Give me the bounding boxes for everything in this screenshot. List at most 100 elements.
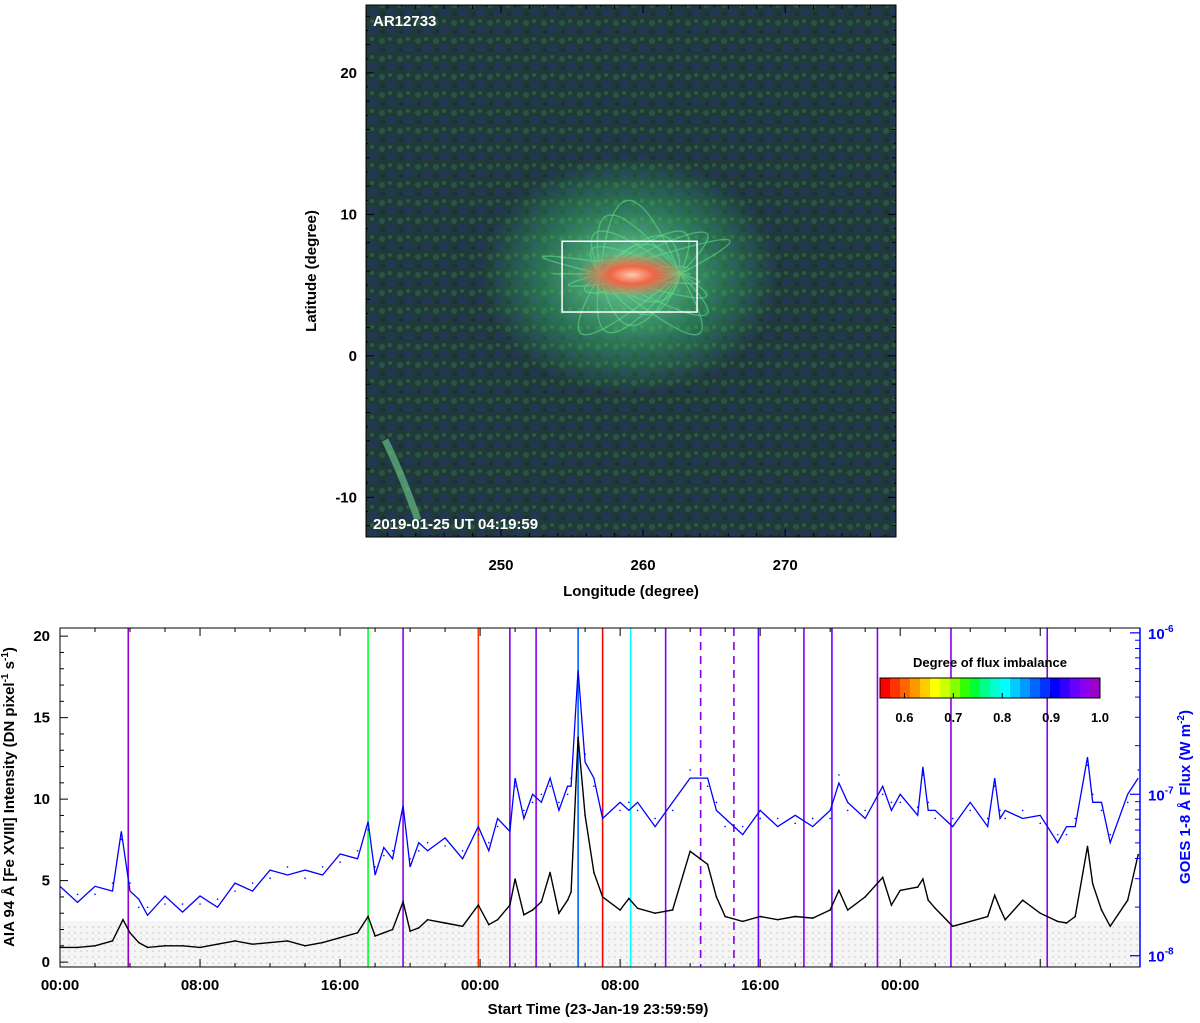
aia-point [216, 943, 219, 945]
goes-point [181, 903, 184, 905]
aia-point [829, 909, 831, 911]
goes-point [811, 817, 814, 820]
colorbar-tick-label: 0.9 [1042, 710, 1060, 725]
goes-point [724, 825, 726, 828]
aia-point [164, 945, 166, 947]
goes-point [715, 801, 718, 804]
aia-point [181, 945, 184, 947]
goes-point [899, 801, 901, 804]
goes-point [570, 777, 572, 779]
aia-point [986, 915, 989, 918]
lightcurve-panel: 00:00 08:00 16:00 00:00 08:00 16:00 00:00 0 5 10 1… [0, 624, 1194, 1018]
aia-point [593, 871, 595, 874]
aia-point [969, 920, 972, 923]
goes-point [1039, 822, 1042, 825]
goes-point [890, 801, 893, 804]
aia-point [339, 936, 341, 939]
image-timestamp: 2019-01-25 UT 04:19:59 [373, 516, 538, 533]
x-tick-label: 08:00 [181, 977, 219, 994]
aia-point [146, 946, 149, 949]
aia-point [566, 899, 569, 901]
goes-point [391, 849, 394, 852]
goes-point [339, 861, 341, 863]
aia-point [999, 907, 1001, 910]
colorbar-cell [900, 678, 911, 698]
goes-point [601, 809, 604, 812]
image-x-tick-label: 250 [488, 557, 513, 574]
aia-point [523, 914, 525, 916]
y-tick-label: 15 [33, 710, 50, 727]
colorbar-cell [1040, 678, 1051, 698]
goes-point [356, 849, 359, 852]
lightcurve-axes: 00:00 08:00 16:00 00:00 08:00 16:00 00:00 0 5 10 1… [33, 624, 1174, 994]
aia-point [509, 904, 511, 906]
goes-point [540, 793, 543, 796]
aia-point [846, 909, 849, 911]
aia-point [383, 931, 385, 934]
aia-point [577, 736, 579, 738]
colorbar-cell [1010, 678, 1021, 698]
aia-point [890, 904, 893, 906]
aia-point [129, 931, 131, 934]
aia-point [540, 901, 543, 903]
aia-point [601, 896, 604, 898]
colorbar-cell [940, 678, 951, 698]
colorbar-cell [970, 678, 981, 698]
aia-point [304, 945, 306, 947]
aia-point [402, 901, 404, 903]
aia-point [993, 894, 996, 897]
aia-point [137, 941, 140, 944]
colorbar-cell [890, 678, 901, 698]
image-y-tick-label: 0 [349, 348, 357, 365]
goes-point [671, 809, 674, 812]
y-tick-label: 20 [33, 628, 50, 645]
goes-point [1126, 801, 1129, 804]
goes-point [706, 785, 709, 787]
image-panel: AR12733 2019-01-25 UT 04:19:59 250 260 270… [303, 4, 897, 600]
goes-point [1074, 817, 1077, 820]
colorbar: Degree of flux imbalance 0.6 0.7 0.8 0.9 1.0 [879, 655, 1109, 725]
goes-point [759, 817, 761, 820]
colorbar-cell [880, 678, 891, 698]
goes-point [1091, 793, 1094, 796]
aia-point [321, 941, 324, 944]
aia-point [1137, 853, 1140, 856]
goes-point [864, 809, 866, 812]
goes-point [146, 906, 149, 909]
aia-point [391, 928, 394, 931]
goes-point [558, 801, 560, 804]
goes-point [1100, 809, 1103, 812]
colorbar-cell [1060, 678, 1071, 698]
y-tick-label: 10 [33, 791, 50, 808]
aia-point [776, 918, 779, 921]
goes-point [216, 898, 219, 900]
aia-point [619, 909, 621, 911]
aia-point [514, 878, 516, 880]
goes-point [531, 801, 534, 804]
goes-point [846, 809, 849, 812]
aia-point [549, 871, 551, 874]
aia-point [234, 940, 236, 942]
goes-point [514, 785, 516, 787]
goes-point [951, 817, 954, 820]
aia-point [689, 850, 691, 853]
x-tick-label: 16:00 [321, 977, 359, 994]
y2-tick-label: 10-8 [1148, 947, 1174, 966]
aia-point [706, 863, 709, 866]
aia-point [759, 915, 761, 918]
aia-point [111, 940, 114, 942]
filament [381, 438, 422, 522]
goes-point [523, 809, 525, 812]
goes-point [566, 793, 569, 796]
colorbar-cell [1070, 678, 1081, 698]
aia-point [461, 925, 464, 928]
colorbar-cell [930, 678, 941, 698]
aia-point [584, 814, 586, 817]
image-x-tick-label: 260 [631, 557, 656, 574]
coronal-loop [596, 214, 681, 275]
goes-point [461, 849, 464, 852]
aia-point [1004, 918, 1007, 921]
goes-point [829, 817, 831, 820]
aia-point [570, 891, 572, 893]
goes-point [269, 877, 271, 880]
